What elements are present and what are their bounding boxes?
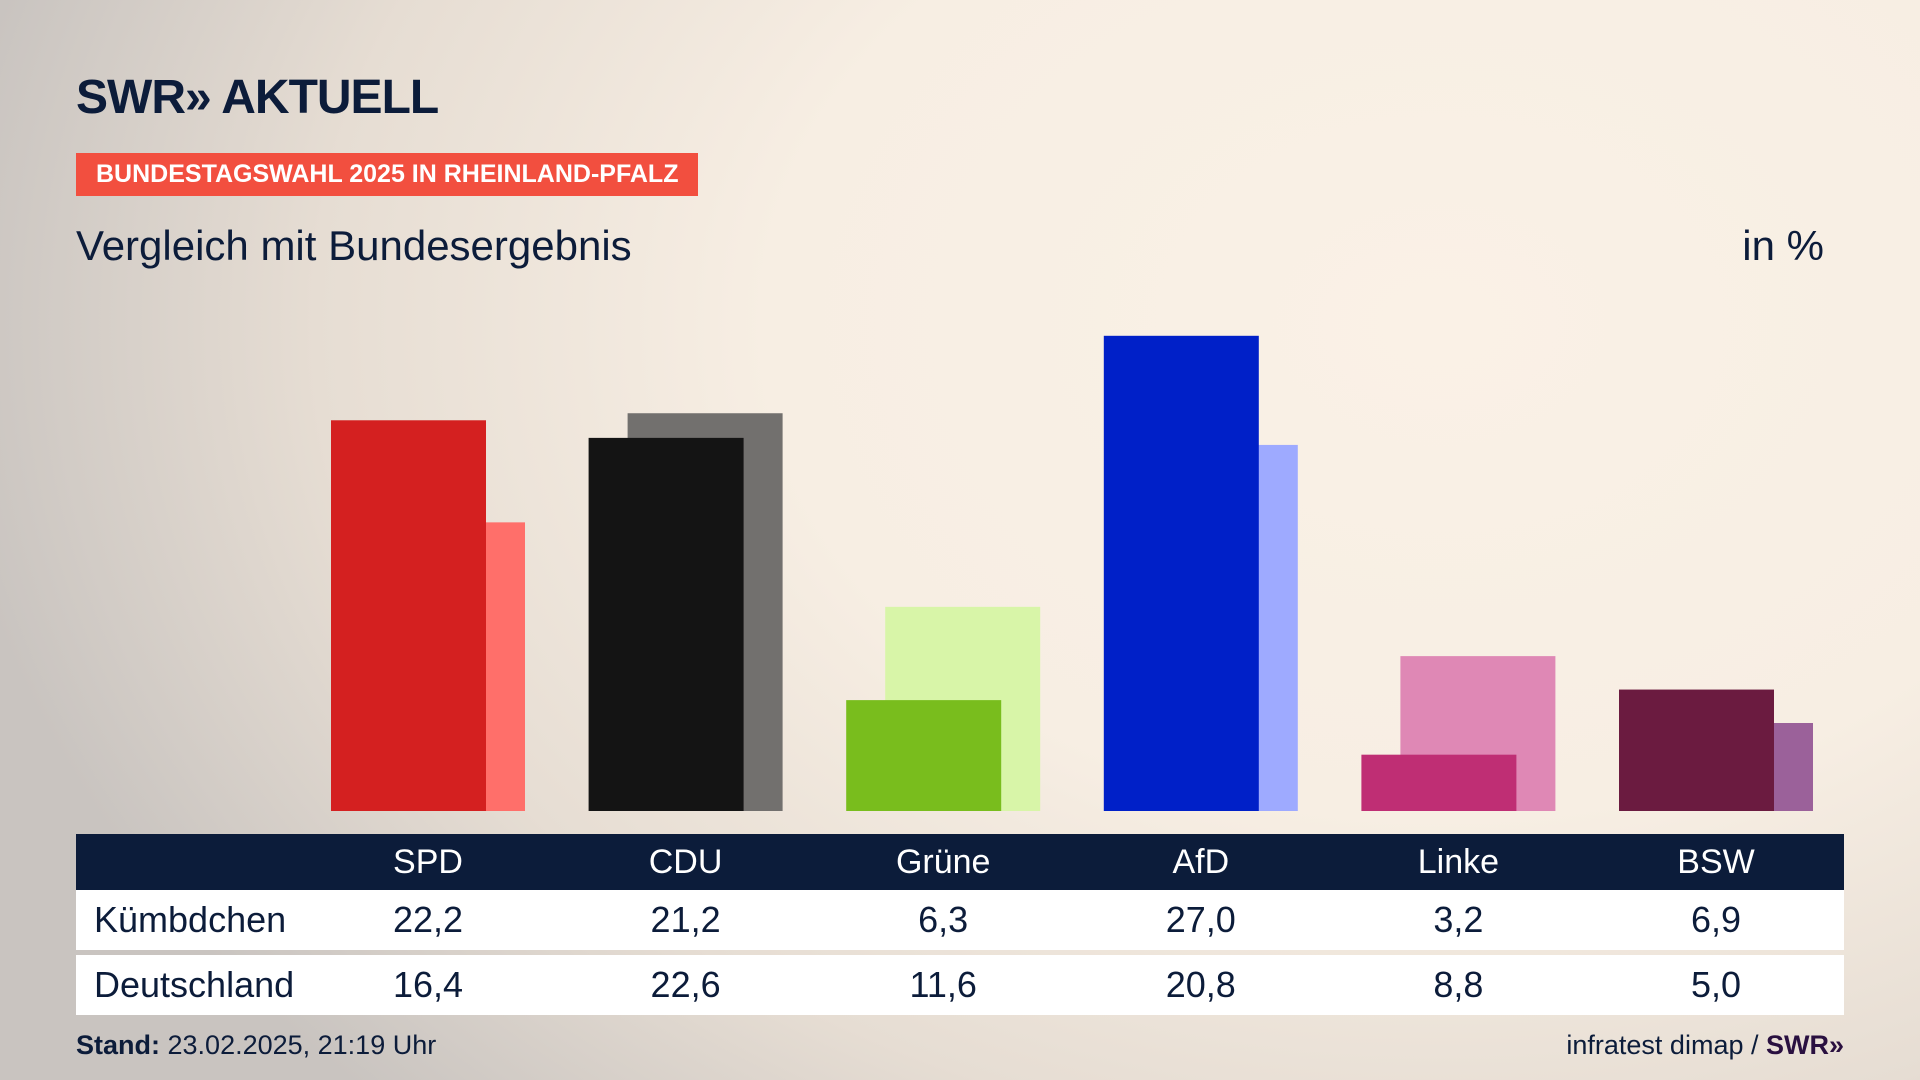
column-header: Linke [1417, 843, 1500, 881]
column-header: BSW [1677, 843, 1755, 881]
bar-bsw-kuembdchen [1619, 689, 1774, 811]
bar-cdu-kuembdchen [588, 437, 744, 811]
swr-logo-small: SWR» [1765, 1030, 1844, 1060]
bar-linke-kuembdchen [1361, 754, 1517, 811]
chart-subtitle: Vergleich mit Bundesergebnis [76, 222, 632, 269]
value-cell: 22,6 [650, 964, 721, 1005]
value-cell: 5,0 [1690, 964, 1742, 1005]
row-label: Kümbdchen [94, 899, 287, 940]
table-row: Deutschland 16,4 22,6 11,6 20,8 8,8 5,0 [76, 955, 1844, 1015]
bar-spd-kuembdchen [331, 420, 486, 811]
column-header: SPD [393, 843, 463, 881]
value-cell: 21,2 [650, 899, 721, 940]
bar-grüne-kuembdchen [846, 700, 1002, 811]
value-cell: 11,6 [909, 964, 977, 1005]
unit-label: in % [1742, 222, 1824, 269]
column-header: CDU [648, 843, 723, 881]
column-header: Grüne [895, 843, 991, 881]
bar-afd-kuembdchen [1103, 335, 1259, 811]
row-label: Deutschland [94, 964, 295, 1005]
value-cell: 22,2 [392, 899, 464, 940]
timestamp: Stand: 23.02.2025, 21:19 Uhr [76, 1030, 436, 1061]
swr-aktuell-logo: SWR» AKTUELL [76, 71, 439, 124]
source-text: infratest dimap / [1566, 1030, 1766, 1060]
table-header: SPD CDU Grüne AfD Linke BSW [76, 834, 1844, 890]
table-row: Kümbdchen 22,2 21,2 6,3 27,0 3,2 6,9 [76, 890, 1844, 950]
value-cell: 20,8 [1165, 964, 1236, 1005]
stand-value: 23.02.2025, 21:19 Uhr [167, 1030, 437, 1060]
stand-label: Stand: [76, 1030, 160, 1060]
value-cell: 6,9 [1690, 899, 1742, 940]
value-cell: 6,3 [918, 899, 969, 940]
column-header: AfD [1172, 843, 1230, 881]
source: infratest dimap / SWR» [1566, 1030, 1844, 1061]
value-cell: 3,2 [1433, 899, 1484, 940]
value-cell: 16,4 [392, 964, 464, 1005]
bar-chart [331, 335, 1813, 811]
value-cell: 27,0 [1165, 899, 1236, 940]
value-cell: 8,8 [1433, 964, 1484, 1005]
election-banner: BUNDESTAGSWAHL 2025 IN RHEINLAND-PFALZ [76, 153, 699, 196]
